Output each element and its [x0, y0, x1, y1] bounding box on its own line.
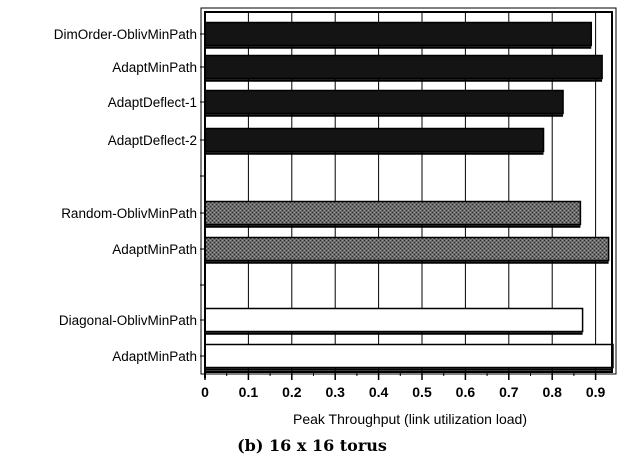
category-label: AdaptDeflect-1	[108, 95, 197, 110]
category-label: DimOrder-OblivMinPath	[54, 27, 197, 42]
category-label: AdaptMinPath	[112, 242, 197, 257]
x-tick-label: 0.3	[325, 384, 345, 400]
x-axis-label: Peak Throughput (link utilization load)	[293, 411, 527, 427]
category-label: Diagonal-OblivMinPath	[59, 313, 197, 328]
category-label: AdaptMinPath	[112, 60, 197, 75]
plot-frame	[200, 7, 617, 378]
category-label: AdaptDeflect-2	[108, 133, 197, 148]
x-tick-label: 0.1	[239, 384, 259, 400]
x-tick-label: 0.4	[369, 384, 389, 400]
category-label: Random-OblivMinPath	[61, 206, 197, 221]
plot-border-outer	[200, 7, 617, 375]
bar-1	[204, 21, 593, 47]
x-tick-label: 0.9	[586, 384, 606, 400]
bar-5	[204, 200, 582, 226]
x-tick-label: 0.7	[499, 384, 519, 400]
category-label: AdaptMinPath	[112, 349, 197, 364]
x-tick-label: 0	[201, 384, 209, 400]
bar-6	[204, 236, 610, 262]
figure-caption: (b) 16 x 16 torus	[237, 436, 387, 455]
bar-8	[204, 343, 614, 369]
category-labels: DimOrder-OblivMinPath AdaptMinPath AdaptDe…	[54, 27, 205, 364]
x-tick-label: 0.5	[412, 384, 432, 400]
bar-7	[204, 307, 584, 333]
bar-4	[204, 127, 545, 153]
x-axis-ticks: 0 0.1 0.2 0.3 0.4 0.5 0.6 0.7 0.8 0.9	[201, 372, 606, 400]
bar-3	[204, 89, 564, 115]
bar-2	[204, 54, 603, 80]
x-tick-label: 0.6	[456, 384, 476, 400]
x-tick-label: 0.2	[282, 384, 302, 400]
x-tick-label: 0.8	[542, 384, 562, 400]
